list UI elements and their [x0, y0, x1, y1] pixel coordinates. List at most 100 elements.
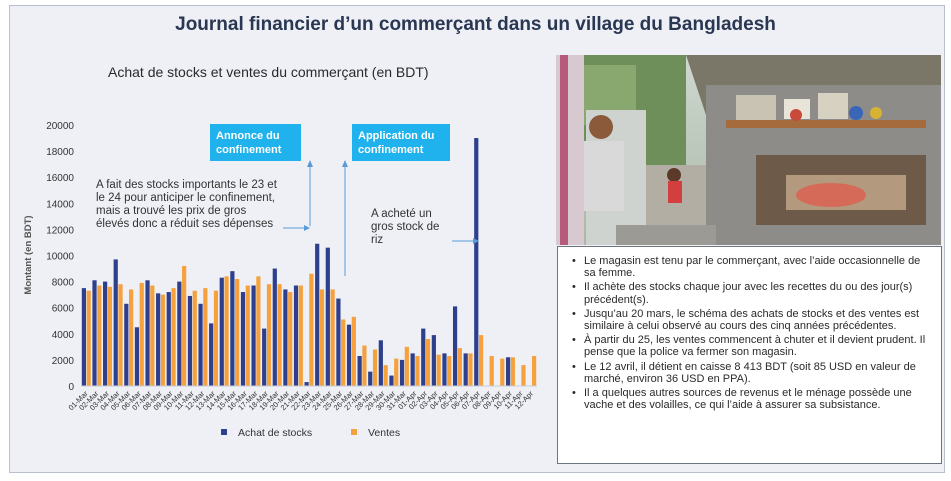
bar-ventes: [129, 289, 134, 386]
bar-achat: [198, 303, 203, 386]
y-tick-label: 6000: [52, 304, 75, 315]
y-tick-label: 18000: [46, 147, 74, 158]
bar-achat: [463, 353, 468, 387]
bar-achat: [219, 277, 224, 386]
bar-ventes: [521, 365, 526, 386]
legend-label-ventes: Ventes: [368, 427, 400, 439]
bar-ventes: [309, 273, 314, 386]
info-bullet: Le magasin est tenu par le commerçant, a…: [572, 255, 931, 279]
bar-ventes: [319, 289, 325, 386]
bar-achat: [187, 295, 193, 386]
arrowhead-callout-1: [307, 160, 313, 167]
bar-ventes: [203, 288, 208, 387]
bar-ventes: [351, 316, 356, 386]
x-axis: 01-Mar02-Mar03-Mar04-Mar05-Mar06-Mar07-M…: [67, 385, 537, 412]
bar-ventes: [330, 289, 335, 386]
bar-ventes: [478, 335, 484, 386]
info-bullet: Il a quelques autres sources de revenus …: [572, 387, 931, 411]
y-tick-label: 20000: [46, 121, 74, 132]
bar-achat: [421, 328, 426, 386]
legend-swatch-ventes: [351, 429, 357, 435]
bar-achat: [293, 285, 299, 386]
bar-ventes: [182, 265, 187, 386]
bar-ventes: [288, 292, 293, 386]
bar-ventes: [489, 355, 494, 386]
legend-swatch-achat: [221, 429, 227, 435]
bar-ventes: [160, 294, 166, 386]
info-bullet: Il achète des stocks chaque jour avec le…: [572, 281, 931, 305]
bar-achat: [452, 306, 458, 386]
bar-ventes: [362, 345, 367, 386]
bar-achat: [156, 293, 161, 386]
legend: Achat de stocks Ventes: [221, 427, 400, 439]
info-bullet: Jusqu’au 20 mars, le schéma des achats d…: [572, 308, 931, 332]
y-tick-label: 14000: [46, 199, 74, 210]
bar-achat: [166, 292, 171, 386]
bar-ventes: [383, 365, 388, 386]
bar-ventes: [532, 355, 537, 386]
annotation-arrows: [283, 160, 479, 276]
info-bullet: À partir du 25, les ventes commencent à …: [572, 334, 931, 358]
bar-achat: [230, 271, 235, 386]
bar-achat: [368, 371, 373, 386]
bar-achat: [283, 289, 288, 386]
bar-ventes: [235, 278, 240, 386]
bar-ventes: [277, 284, 282, 386]
bar-achat: [399, 359, 405, 386]
bar-ventes: [447, 355, 452, 386]
bar-ventes: [372, 349, 378, 386]
bar-ventes: [298, 285, 303, 386]
bar-achat: [442, 353, 447, 387]
bar-ventes: [245, 285, 250, 386]
bar-ventes: [139, 282, 144, 386]
bar-ventes: [213, 290, 219, 386]
callout-annonce-confinement: Annonce du confinement: [210, 124, 301, 161]
arrowhead-note-1: [304, 225, 310, 231]
bar-achat: [134, 327, 140, 386]
bar-ventes: [192, 290, 197, 386]
note-stock-riz: A acheté un gros stock de riz: [371, 208, 440, 246]
bar-achat: [145, 280, 150, 386]
bar-ventes: [341, 319, 346, 386]
bar-ventes: [118, 284, 123, 386]
main-title: Journal financier d’un commerçant dans u…: [175, 14, 776, 35]
y-axis-label: Montant (en BDT): [23, 215, 34, 294]
bar-ventes: [425, 339, 431, 386]
y-axis: 0 2000 4000 6000 8000 10000 12000 14000 16000 180…: [46, 121, 74, 393]
bar-ventes: [415, 355, 420, 386]
bar-achat: [505, 357, 511, 386]
bar-achat: [209, 323, 214, 386]
bar-ventes: [86, 290, 91, 386]
y-tick-label: 12000: [46, 225, 74, 236]
bar-achat: [474, 138, 479, 386]
bar-achat: [336, 298, 341, 386]
shop-photo: [556, 55, 941, 245]
bar-achat: [315, 243, 320, 386]
y-tick-label: 8000: [52, 278, 75, 289]
y-tick-label: 0: [68, 382, 74, 393]
bar-achat: [346, 324, 352, 386]
chart-title: Achat de stocks et ventes du commerçant …: [108, 64, 429, 80]
bar-achat: [124, 303, 129, 386]
y-tick-label: 16000: [46, 173, 74, 184]
bar-chart: 0 2000 4000 6000 8000 10000 12000 14000 16000 180…: [23, 121, 537, 439]
bar-ventes: [468, 353, 473, 387]
info-box: Le magasin est tenu par le commerçant, a…: [557, 246, 942, 464]
bar-ventes: [97, 285, 102, 386]
bar-ventes: [510, 357, 515, 386]
bar-achat: [81, 288, 86, 387]
y-tick-label: 2000: [52, 356, 75, 367]
bar-achat: [177, 281, 182, 386]
bar-achat: [92, 280, 97, 386]
arrowhead-callout-2: [342, 160, 348, 167]
bar-ventes: [457, 348, 462, 386]
bar-achat: [262, 328, 267, 386]
arrowhead-note-2: [473, 238, 479, 244]
bar-achat: [251, 285, 256, 386]
bar-achat: [113, 259, 118, 386]
note-stocks-importants: A fait des stocks importants le 23 et le…: [96, 179, 277, 230]
bar-ventes: [404, 346, 409, 386]
bars-group: [81, 138, 537, 387]
bar-ventes: [266, 284, 272, 386]
bar-achat: [410, 353, 415, 387]
